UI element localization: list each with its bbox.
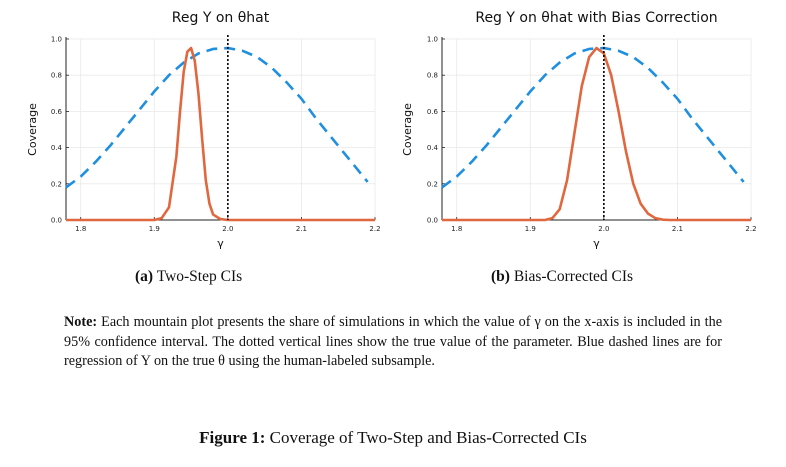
subcaption-a-text: Two-Step CIs	[156, 268, 243, 285]
y-tick-label: 0.6	[51, 108, 63, 116]
series-line-dashed	[441, 46, 745, 189]
y-tick-label: 0.2	[51, 180, 62, 188]
chart-bias-corrected: Reg Y on θhat with Bias Correction 0.0 0.2…	[401, 10, 757, 250]
chart-title: Reg Y on θhat	[172, 10, 270, 26]
x-tick-label: 2.0	[222, 225, 233, 233]
y-tick-label: 0.0	[427, 217, 438, 225]
figure-caption-text: Coverage of Two-Step and Bias-Corrected …	[269, 428, 587, 447]
figure-caption: Figure 1: Coverage of Two-Step and Bias-…	[0, 428, 786, 448]
x-tick-label: 2.0	[598, 225, 609, 233]
chart-two-step: Reg Y on θhat 0.0 0.2 0.4 0.6 0.8 1.0 1.8 1.9 2.0…	[26, 10, 381, 250]
chart-title: Reg Y on θhat with Bias Correction	[475, 10, 717, 26]
x-tick-label: 1.8	[451, 225, 462, 233]
x-tick-label: 1.9	[149, 225, 160, 233]
x-tick-label: 1.8	[75, 225, 86, 233]
y-tick-label: 1.0	[427, 36, 438, 44]
x-axis-label: γ	[217, 237, 224, 250]
charts-area: Reg Y on θhat 0.0 0.2 0.4 0.6 0.8 1.0 1.8 1.9 2.0…	[26, 10, 757, 250]
x-tick-label: 2.2	[745, 225, 756, 233]
x-tick-label: 2.1	[296, 225, 307, 233]
y-tick-label: 1.0	[51, 36, 62, 44]
figure-note: Note: Each mountain plot presents the sh…	[64, 313, 722, 372]
note-text: Each mountain plot presents the share of…	[64, 314, 722, 370]
y-tick-label: 0.4	[427, 144, 439, 152]
subcaption-b-tag: (b)	[491, 268, 510, 285]
x-axis-label: γ	[593, 237, 600, 250]
y-tick-label: 0.0	[51, 217, 62, 225]
series-line-dashed	[65, 46, 369, 189]
figure-caption-label: Figure 1:	[199, 428, 266, 447]
series-line-solid	[66, 46, 375, 222]
y-tick-label: 0.8	[51, 72, 62, 80]
x-tick-label: 2.2	[369, 225, 380, 233]
series-line-solid	[442, 46, 751, 222]
y-tick-label: 0.6	[427, 108, 439, 116]
subcaption-b-text: Bias-Corrected CIs	[513, 268, 634, 285]
y-tick-label: 0.8	[427, 72, 438, 80]
subcaption-a-tag: (a)	[135, 268, 154, 285]
y-axis-label: Coverage	[401, 103, 414, 156]
subcaption-b: (b) Bias-Corrected CIs	[491, 268, 633, 286]
x-tick-label: 2.1	[672, 225, 683, 233]
y-axis-label: Coverage	[26, 103, 39, 156]
note-label: Note:	[64, 314, 98, 330]
y-tick-label: 0.4	[51, 144, 63, 152]
x-tick-label: 1.9	[525, 225, 536, 233]
y-tick-label: 0.2	[427, 180, 438, 188]
subcaption-a: (a) Two-Step CIs	[135, 268, 242, 286]
